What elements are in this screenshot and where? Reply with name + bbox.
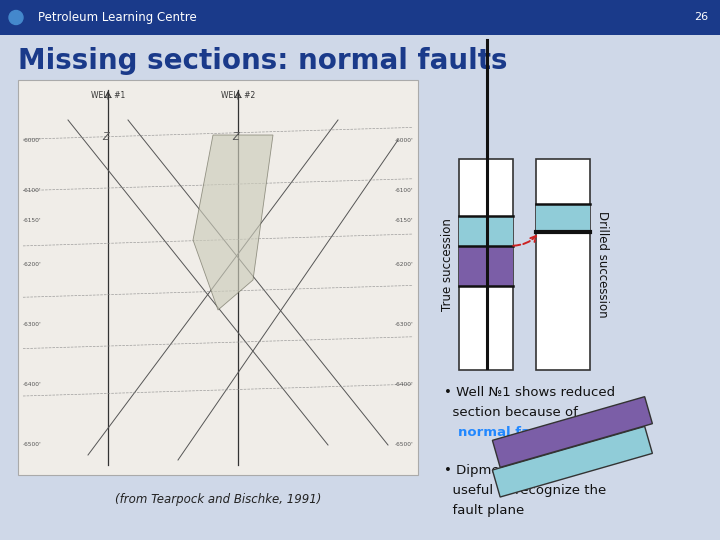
Bar	[536, 204, 590, 232]
Text: Z: Z	[232, 132, 238, 142]
Text: • Well №1 shows reduced: • Well №1 shows reduced	[444, 386, 616, 399]
Text: -6300': -6300'	[23, 322, 42, 327]
Text: -6400': -6400'	[23, 382, 42, 388]
Text: section because of: section because of	[444, 406, 578, 419]
Text: Petroleum Learning Centre: Petroleum Learning Centre	[38, 11, 197, 24]
Text: Z: Z	[102, 132, 109, 142]
Bar	[459, 216, 513, 246]
Text: -6300': -6300'	[395, 322, 413, 327]
Polygon shape	[193, 135, 273, 310]
Bar	[459, 246, 513, 286]
Text: -6150': -6150'	[395, 218, 413, 222]
Text: Drilled succession: Drilled succession	[596, 211, 609, 318]
Bar	[0, 0, 720, 35]
Bar	[18, 80, 418, 475]
Text: -6500': -6500'	[23, 442, 42, 448]
Text: 26: 26	[694, 12, 708, 23]
Bar	[536, 159, 590, 370]
Text: useful to recognize the: useful to recognize the	[444, 484, 606, 497]
Text: -6150': -6150'	[23, 218, 42, 222]
Text: -6200': -6200'	[395, 262, 413, 267]
Text: -6100': -6100'	[23, 187, 42, 192]
Text: True succession: True succession	[441, 218, 454, 311]
Text: (from Tearpock and Bischke, 1991): (from Tearpock and Bischke, 1991)	[114, 493, 321, 506]
Text: • Dipmeter would be: • Dipmeter would be	[444, 464, 584, 477]
Text: WELL #1: WELL #1	[91, 91, 125, 100]
Text: WELL #2: WELL #2	[221, 91, 255, 100]
Text: -6000': -6000'	[23, 138, 42, 143]
Text: normal fault: normal fault	[458, 426, 551, 439]
Polygon shape	[492, 397, 652, 467]
Text: fault plane: fault plane	[444, 504, 524, 517]
Text: -6100': -6100'	[395, 187, 413, 192]
Polygon shape	[492, 427, 652, 497]
Text: -6200': -6200'	[23, 262, 42, 267]
Text: -6500': -6500'	[395, 442, 413, 448]
Bar	[459, 159, 513, 370]
Text: -6400': -6400'	[395, 382, 413, 388]
Text: -6000': -6000'	[395, 138, 413, 143]
Text: Missing sections: normal faults: Missing sections: normal faults	[18, 47, 508, 75]
Circle shape	[9, 10, 23, 24]
Text: penetrated: penetrated	[526, 426, 605, 439]
